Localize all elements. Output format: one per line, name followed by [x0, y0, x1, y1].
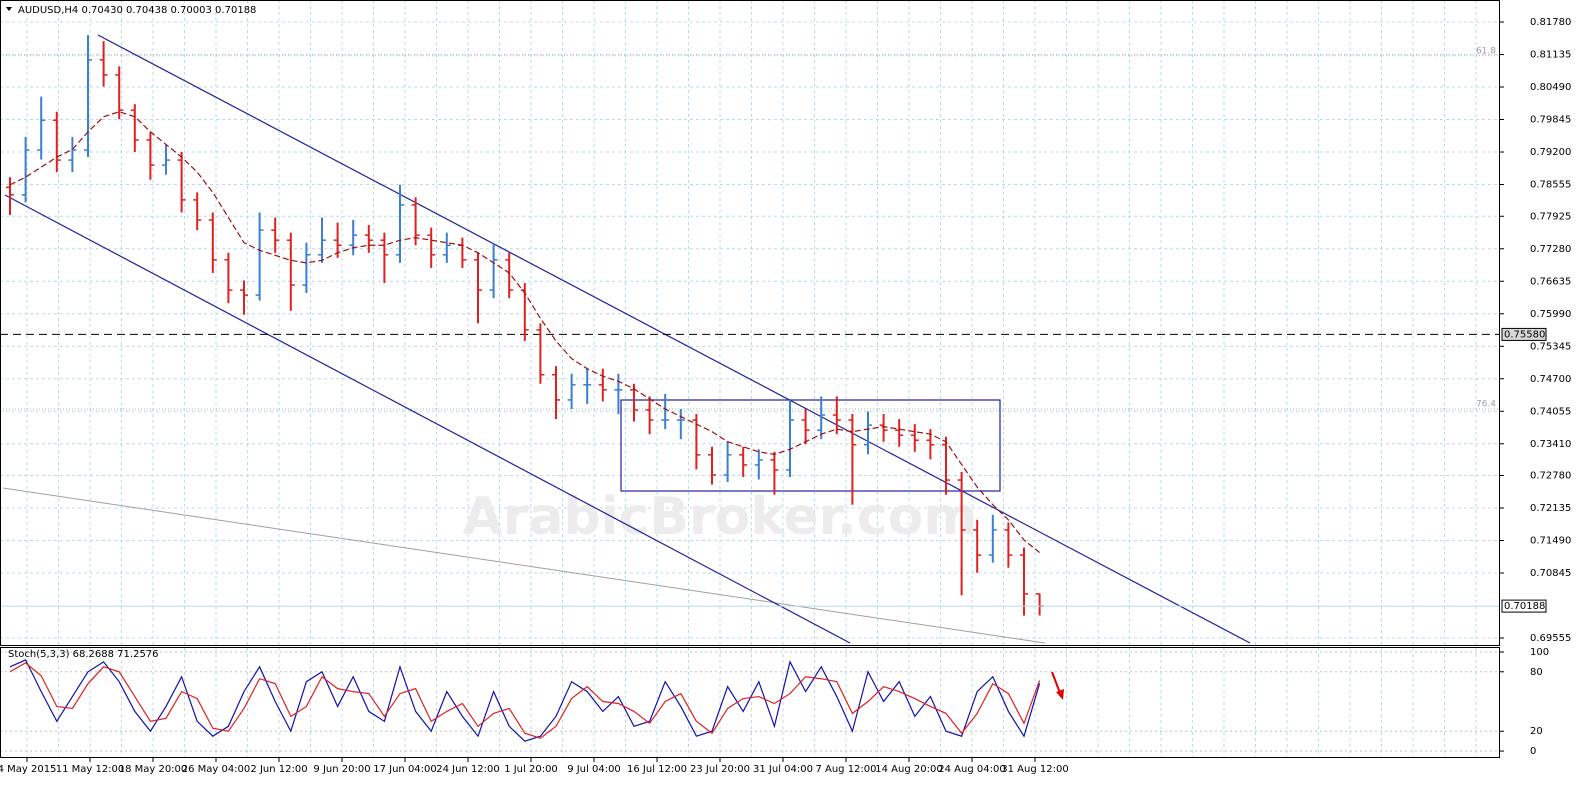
trend-line	[2, 487, 1046, 644]
y-tick-label: 0.79200	[1530, 147, 1571, 158]
grid	[0, 0, 1500, 757]
x-tick-label: 4 May 2015	[0, 764, 56, 775]
menu-arrow	[6, 7, 12, 11]
y-tick-label: 0.72135	[1530, 503, 1571, 514]
x-tick-label: 24 Aug 04:00	[938, 764, 1005, 775]
level-tag	[1501, 327, 1547, 341]
plot	[0, 35, 1500, 742]
y-tick-label: 0.75990	[1530, 309, 1571, 320]
x-tick-label: 1 Jul 20:00	[504, 764, 558, 775]
indicator-tick-label: 0	[1530, 746, 1536, 757]
indicator-title: Stoch(5,3,3) 68.2688 71.2576	[8, 649, 159, 660]
arrow	[1051, 671, 1061, 694]
fib-label: 61.8	[1476, 46, 1496, 56]
fib-label: 76.4	[1476, 399, 1496, 409]
x-tick-label: 17 Jun 04:00	[373, 764, 437, 775]
x-tick-label: 26 May 04:00	[182, 764, 251, 775]
y-tick-label: 0.70845	[1530, 568, 1571, 579]
y-tick-label: 0.78555	[1530, 180, 1571, 191]
channel-upper	[97, 34, 1251, 644]
x-tick-label: 18 May 20:00	[119, 764, 188, 775]
y-tick-label: 0.71490	[1530, 535, 1571, 546]
moving-average	[9, 111, 1040, 554]
indicator-tick-label: 20	[1530, 726, 1543, 737]
y-tick-label: 0.74700	[1530, 374, 1571, 385]
y-tick-label: 0.79845	[1530, 115, 1571, 126]
x-tick-label: 23 Jul 20:00	[690, 764, 750, 775]
y-tick-label: 0.80490	[1530, 82, 1571, 93]
price-label: 0.70188	[1504, 601, 1545, 612]
x-tick-label: 2 Jun 12:00	[250, 764, 307, 775]
chart-title: AUDUSD,H4 0.70430 0.70438 0.70003 0.7018…	[18, 5, 256, 16]
range-box	[620, 399, 1001, 492]
price-frame	[0, 0, 1500, 646]
x-tick-label: 9 Jul 04:00	[567, 764, 621, 775]
price-tag	[1501, 599, 1547, 613]
y-tick-label: 0.81135	[1530, 50, 1571, 61]
y-tick-label: 0.74055	[1530, 406, 1571, 417]
indicator-tick-label: 100	[1530, 647, 1549, 658]
indicator-line	[9, 659, 1041, 742]
y-tick-label: 0.69555	[1530, 633, 1571, 644]
x-tick-label: 7 Aug 12:00	[815, 764, 876, 775]
arrow-head	[1056, 689, 1064, 700]
x-tick-label: 14 Aug 20:00	[875, 764, 942, 775]
y-tick-label: 0.75345	[1530, 341, 1571, 352]
y-tick-label: 0.81780	[1530, 17, 1571, 28]
x-tick-label: 31 Aug 12:00	[1001, 764, 1068, 775]
channel-lower	[4, 194, 851, 644]
y-tick-label: 0.77280	[1530, 244, 1571, 255]
y-tick-label: 0.72780	[1530, 470, 1571, 481]
x-tick-label: 24 Jun 12:00	[436, 764, 500, 775]
y-tick-label: 0.77925	[1530, 211, 1571, 222]
x-tick-label: 16 Jul 12:00	[627, 764, 687, 775]
y-tick-label: 0.73410	[1530, 439, 1571, 450]
indicator-line	[9, 662, 1041, 739]
x-tick-label: 11 May 12:00	[56, 764, 125, 775]
y-tick-label: 0.76635	[1530, 276, 1571, 287]
x-tick-label: 9 Jun 20:00	[313, 764, 370, 775]
x-tick-label: 31 Jul 04:00	[753, 764, 813, 775]
indicator-frame	[0, 647, 1500, 758]
watermark: ArabicBroker.com	[462, 487, 977, 547]
indicator-tick-label: 80	[1530, 667, 1543, 678]
level-label: 0.75580	[1504, 329, 1545, 340]
